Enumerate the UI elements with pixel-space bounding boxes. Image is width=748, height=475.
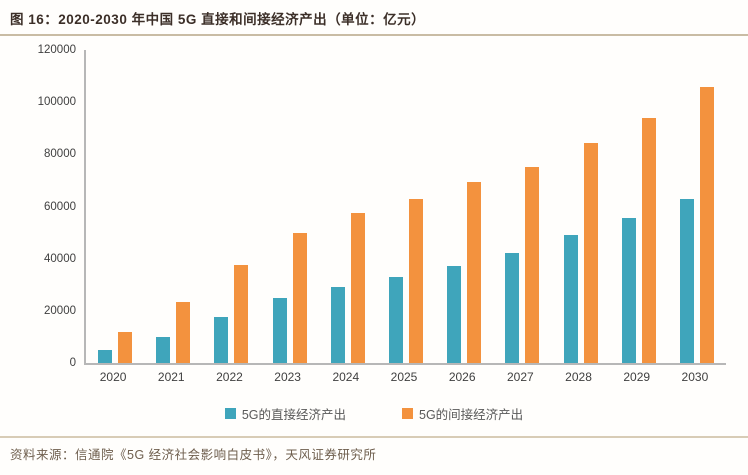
bar-indirect-2030 (699, 86, 714, 363)
y-tick-label: 80000 (44, 148, 76, 161)
bar-indirect-2029 (641, 117, 656, 363)
x-tick-label: 2021 (157, 370, 185, 384)
bar-chart: 0 20000 40000 60000 80000 100000 120000 2020 20… (0, 32, 748, 402)
indirect-series-swatch-icon (402, 408, 413, 419)
bar-direct-2023 (272, 298, 287, 363)
bar-direct-2028 (563, 234, 578, 363)
bar-direct-2026 (447, 265, 462, 363)
y-tick-label: 100000 (37, 96, 76, 109)
bar-direct-2024 (330, 287, 345, 363)
source-note: 资料来源：信通院《5G 经济社会影响白皮书》，天风证券研究所 (10, 448, 377, 462)
x-tick-label: 2024 (332, 370, 360, 384)
direct-series-swatch-icon (224, 408, 236, 419)
y-tick-label: 60000 (44, 200, 76, 213)
figure-title: 图 16：2020-2030 年中国 5G 直接和间接经济产出（单位：亿元） (10, 12, 426, 27)
x-tick-label: 2025 (390, 370, 418, 384)
legend-item-indirect: 5G的间接经济产出 (402, 404, 523, 423)
bar-indirect-2028 (583, 142, 598, 363)
legend-item-direct: 5G的直接经济产出 (224, 404, 346, 423)
bar-indirect-2022 (234, 264, 249, 363)
bar-indirect-2024 (350, 213, 365, 363)
legend-label-direct: 5G的直接经济产出 (241, 408, 346, 422)
bar-indirect-2026 (467, 181, 482, 363)
y-tick-label: 20000 (44, 304, 76, 317)
x-tick-label: 2028 (565, 370, 592, 384)
bar-indirect-2021 (176, 301, 191, 363)
x-tick-label: 2022 (216, 370, 243, 384)
bar-direct-2020 (98, 350, 113, 363)
x-tick-label: 2027 (507, 370, 534, 384)
y-tick-label: 0 (69, 357, 76, 369)
x-tick-label: 2020 (99, 370, 127, 384)
y-tick-label: 40000 (44, 252, 76, 265)
bar-direct-2025 (389, 276, 403, 363)
footer-divider (0, 436, 748, 438)
x-tick-label: 2023 (274, 370, 301, 384)
x-tick-label: 2026 (448, 370, 476, 384)
bar-direct-2021 (156, 336, 171, 363)
bar-indirect-2025 (409, 198, 423, 363)
title-divider (0, 34, 748, 36)
bar-direct-2027 (505, 252, 520, 363)
y-tick-label: 120000 (37, 44, 76, 56)
chart-legend: 5G的直接经济产出 5G的间接经济产出 (0, 404, 748, 423)
legend-label-indirect: 5G的间接经济产出 (419, 408, 524, 422)
bar-direct-2030 (679, 198, 694, 363)
bar-direct-2022 (214, 317, 229, 363)
x-tick-label: 2029 (623, 370, 651, 384)
bar-direct-2029 (621, 217, 636, 363)
bar-indirect-2020 (118, 331, 133, 363)
bar-indirect-2027 (525, 167, 540, 363)
bar-indirect-2023 (292, 233, 307, 363)
x-tick-label: 2030 (681, 370, 709, 384)
plot-area (84, 50, 726, 365)
